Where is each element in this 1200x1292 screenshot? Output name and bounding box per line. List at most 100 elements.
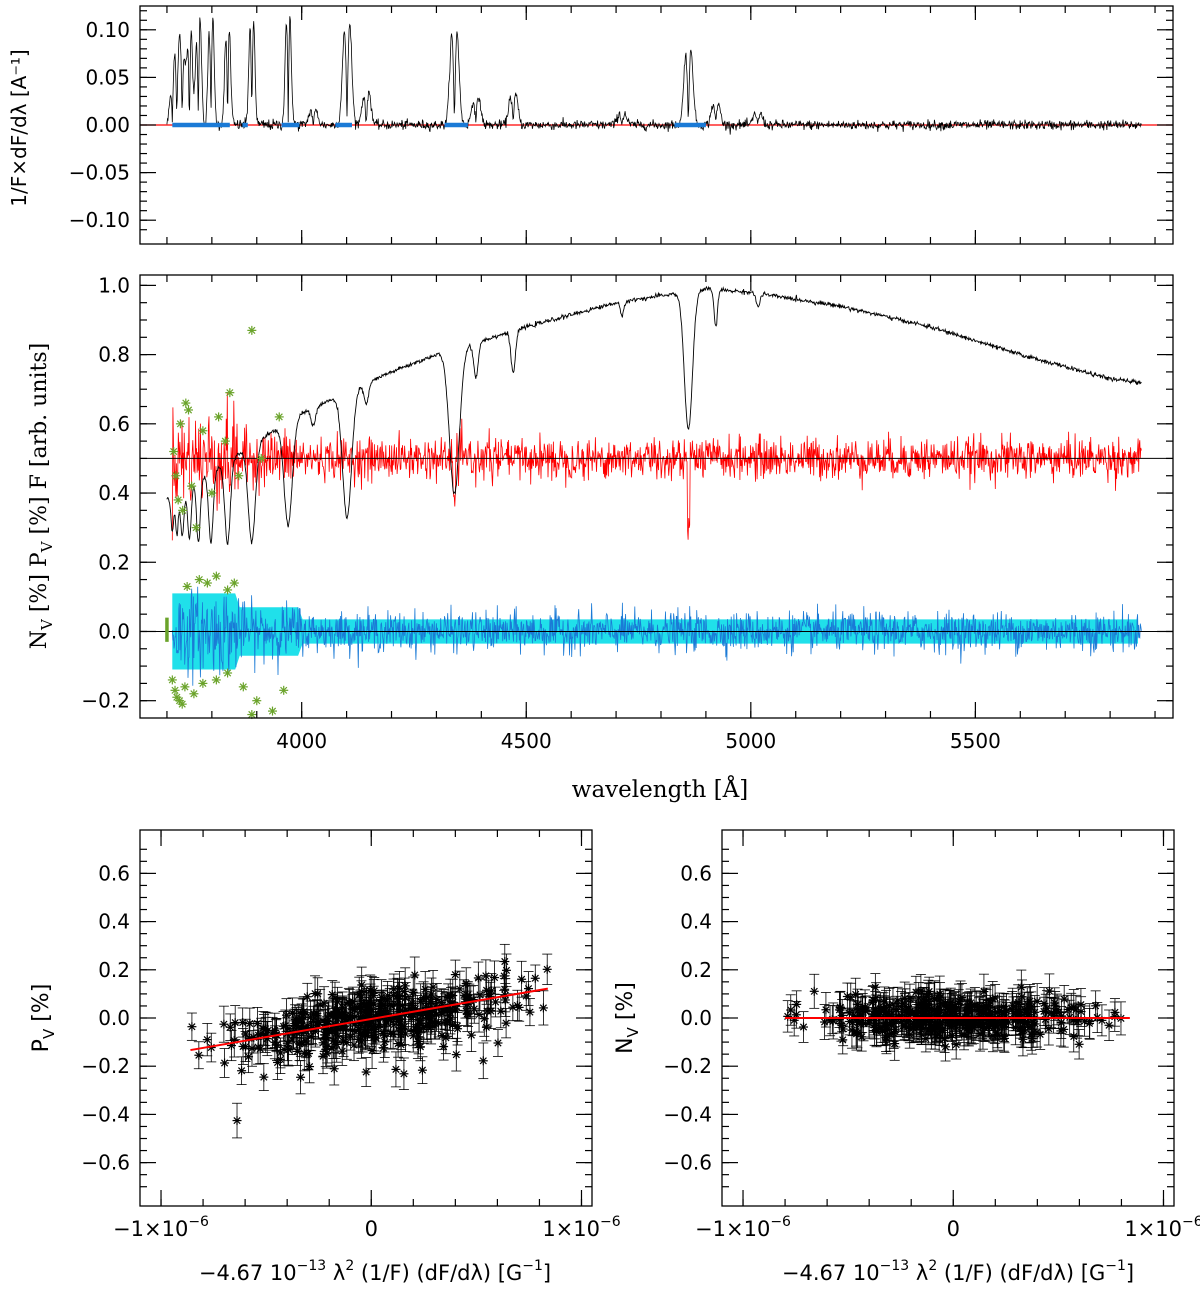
nv-line [171, 586, 1142, 686]
pv-data-point [236, 1056, 247, 1085]
nv-data-point [975, 991, 986, 1022]
pv-regression-panel: −0.6 −0.4 −0.2 0.0 0.2 0.4 0.6 −1×10−6 0 1×10−6 −… [29, 829, 621, 1285]
ytick-label: 0.2 [680, 958, 712, 982]
pv-data-point [219, 1048, 230, 1078]
pv-data-point [479, 1000, 490, 1037]
pv-data-point [328, 998, 339, 1030]
nv-xlabel-sup-2: −1 [1105, 1258, 1126, 1274]
pv-outlier-marker [183, 582, 191, 591]
pv-data-point [423, 997, 434, 1033]
pv-outlier-marker [230, 579, 238, 587]
pv-data-point [409, 956, 420, 994]
pv-data-point [490, 986, 501, 1018]
pv-fit-line [190, 987, 549, 1052]
pv-data-point [230, 1005, 241, 1041]
nv-data-point [935, 1009, 946, 1039]
pv-data-point [332, 992, 343, 1027]
spectrum-data [140, 285, 1173, 720]
pv-outlier-marker [184, 406, 193, 414]
nv-outlier-marker [190, 690, 198, 698]
pv-data-point [278, 1011, 289, 1042]
pv-ylabel-p: P [29, 1039, 54, 1052]
ytick-label: 0.0 [98, 619, 130, 643]
nv-data-point [958, 1007, 969, 1037]
pv-outlier-marker [182, 399, 190, 407]
pv-data-point [516, 960, 527, 998]
nv-data-point [956, 983, 967, 1012]
xtick-label: 4500 [501, 729, 552, 753]
nv-data-point [782, 1000, 793, 1033]
nv-xlabel-sup-1: 2 [928, 1258, 937, 1274]
pv-data-point [450, 959, 461, 990]
pv-data-point [206, 1032, 217, 1063]
nv-outlier-marker [199, 679, 207, 687]
nv-outlier-marker [239, 683, 247, 691]
pv-data-point [474, 978, 485, 1011]
pv-ylabel-sub: V [40, 1028, 58, 1039]
pv-data-point [258, 1063, 269, 1091]
nv-data-point [962, 992, 973, 1022]
pv-data-point [480, 959, 491, 993]
nv-xlabel-part-2: (1/F) (dF/dλ) [G [937, 1261, 1105, 1285]
pv-regression-ticks: −0.6 −0.4 −0.2 0.0 0.2 0.4 0.6 −1×10−6 0 1×10−6 [81, 830, 621, 1241]
nv-data-point [1104, 1009, 1115, 1041]
nv-regression-panel: −0.6 −0.4 −0.2 0.0 0.2 0.4 0.6 −1×10−6 0 1×10−6 −… [613, 829, 1200, 1285]
pv-data-point [310, 975, 321, 1012]
pv-data-point [329, 1052, 340, 1086]
nv-regression-xlabel: −4.67 10−13 λ2 (1/F) (dF/dλ) [G−1] [782, 1258, 1134, 1285]
pv-data-point [542, 953, 553, 985]
pv-data-point [442, 1008, 453, 1037]
pv-data-point [451, 1037, 462, 1072]
ytick-label: 0.2 [98, 958, 130, 982]
pv-data-point [499, 975, 510, 1004]
nv-data-point [1084, 1007, 1095, 1039]
pv-outlier-marker [221, 437, 229, 445]
nv-data-point [809, 973, 820, 1009]
pv-data-point [538, 990, 549, 1026]
spectrum-ticks: −0.2 0.0 0.2 0.4 0.6 0.8 1.0 4000 4500 5000 5500 [81, 273, 1173, 753]
ytick-label: 0.8 [98, 343, 130, 367]
ytick-label: 0.4 [98, 481, 130, 505]
pv-data-point [431, 983, 442, 1016]
spectrum-xlabel: wavelength [Å] [572, 775, 748, 803]
ytick-label: 0.6 [680, 861, 712, 885]
spectrum-panel: −0.2 0.0 0.2 0.4 0.6 0.8 1.0 4000 4500 5000 5500 w… [27, 273, 1174, 803]
ytick-label: 0.0 [680, 1006, 712, 1030]
nv-ylabel-unit: [%] [613, 982, 638, 1027]
pv-xlabel-sup-1: 2 [345, 1258, 354, 1274]
pv-data-point [523, 971, 534, 1007]
ytick-label: 0.05 [85, 65, 130, 89]
nv-data-point [904, 1021, 915, 1049]
pv-outlier-marker [199, 427, 207, 435]
pv-outlier-marker [195, 575, 203, 584]
flux-line [166, 285, 1142, 546]
nv-outlier-marker [223, 669, 232, 677]
pv-outlier-marker [188, 482, 196, 490]
nv-data-point [1032, 983, 1043, 1020]
xtick-label: −1×10−6 [113, 1214, 209, 1241]
nv-outlier-marker [280, 686, 288, 694]
ytick-label: 1.0 [98, 273, 130, 297]
spectrum-ylabel-nv: N [27, 630, 52, 649]
pv-data-point [359, 1017, 370, 1047]
pv-data-point [398, 1057, 409, 1090]
nv-data-point [992, 1020, 1003, 1051]
pv-data-point [343, 987, 354, 1017]
spectrum-ylabel-nv-sub: V [38, 618, 56, 631]
pv-regression-ylabel: PV [%] [29, 984, 58, 1053]
nv-outlier-marker [168, 676, 176, 684]
nv-ylabel-sub: V [624, 1026, 642, 1037]
nv-data-point [798, 1011, 809, 1043]
pv-data-point [436, 988, 447, 1017]
pv-xlabel-sup-0: −13 [297, 1258, 327, 1274]
pv-outlier-marker [174, 496, 182, 504]
ytick-label: −0.10 [69, 208, 130, 232]
nv-data-point [1039, 987, 1050, 1020]
pv-outlier-marker [179, 506, 187, 514]
nv-outlier-marker [171, 686, 179, 694]
pv-data-point [218, 1005, 229, 1043]
ytick-label: −0.2 [663, 1054, 712, 1078]
nv-regression-ticks: −0.6 −0.4 −0.2 0.0 0.2 0.4 0.6 −1×10−6 0 1×10−6 [663, 830, 1200, 1241]
pv-data-point [437, 1021, 448, 1050]
nv-data-point [1017, 979, 1028, 1014]
